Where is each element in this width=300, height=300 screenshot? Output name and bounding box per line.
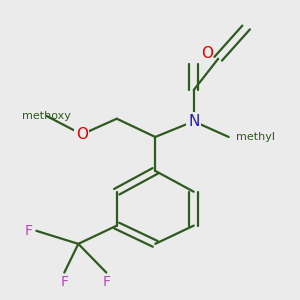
Text: F: F	[60, 275, 68, 289]
Text: F: F	[102, 275, 110, 289]
Text: methoxy: methoxy	[22, 111, 71, 121]
Text: O: O	[76, 127, 88, 142]
Text: O: O	[201, 46, 213, 62]
Text: N: N	[188, 114, 200, 129]
Text: F: F	[25, 224, 33, 238]
Text: methyl: methyl	[236, 132, 275, 142]
